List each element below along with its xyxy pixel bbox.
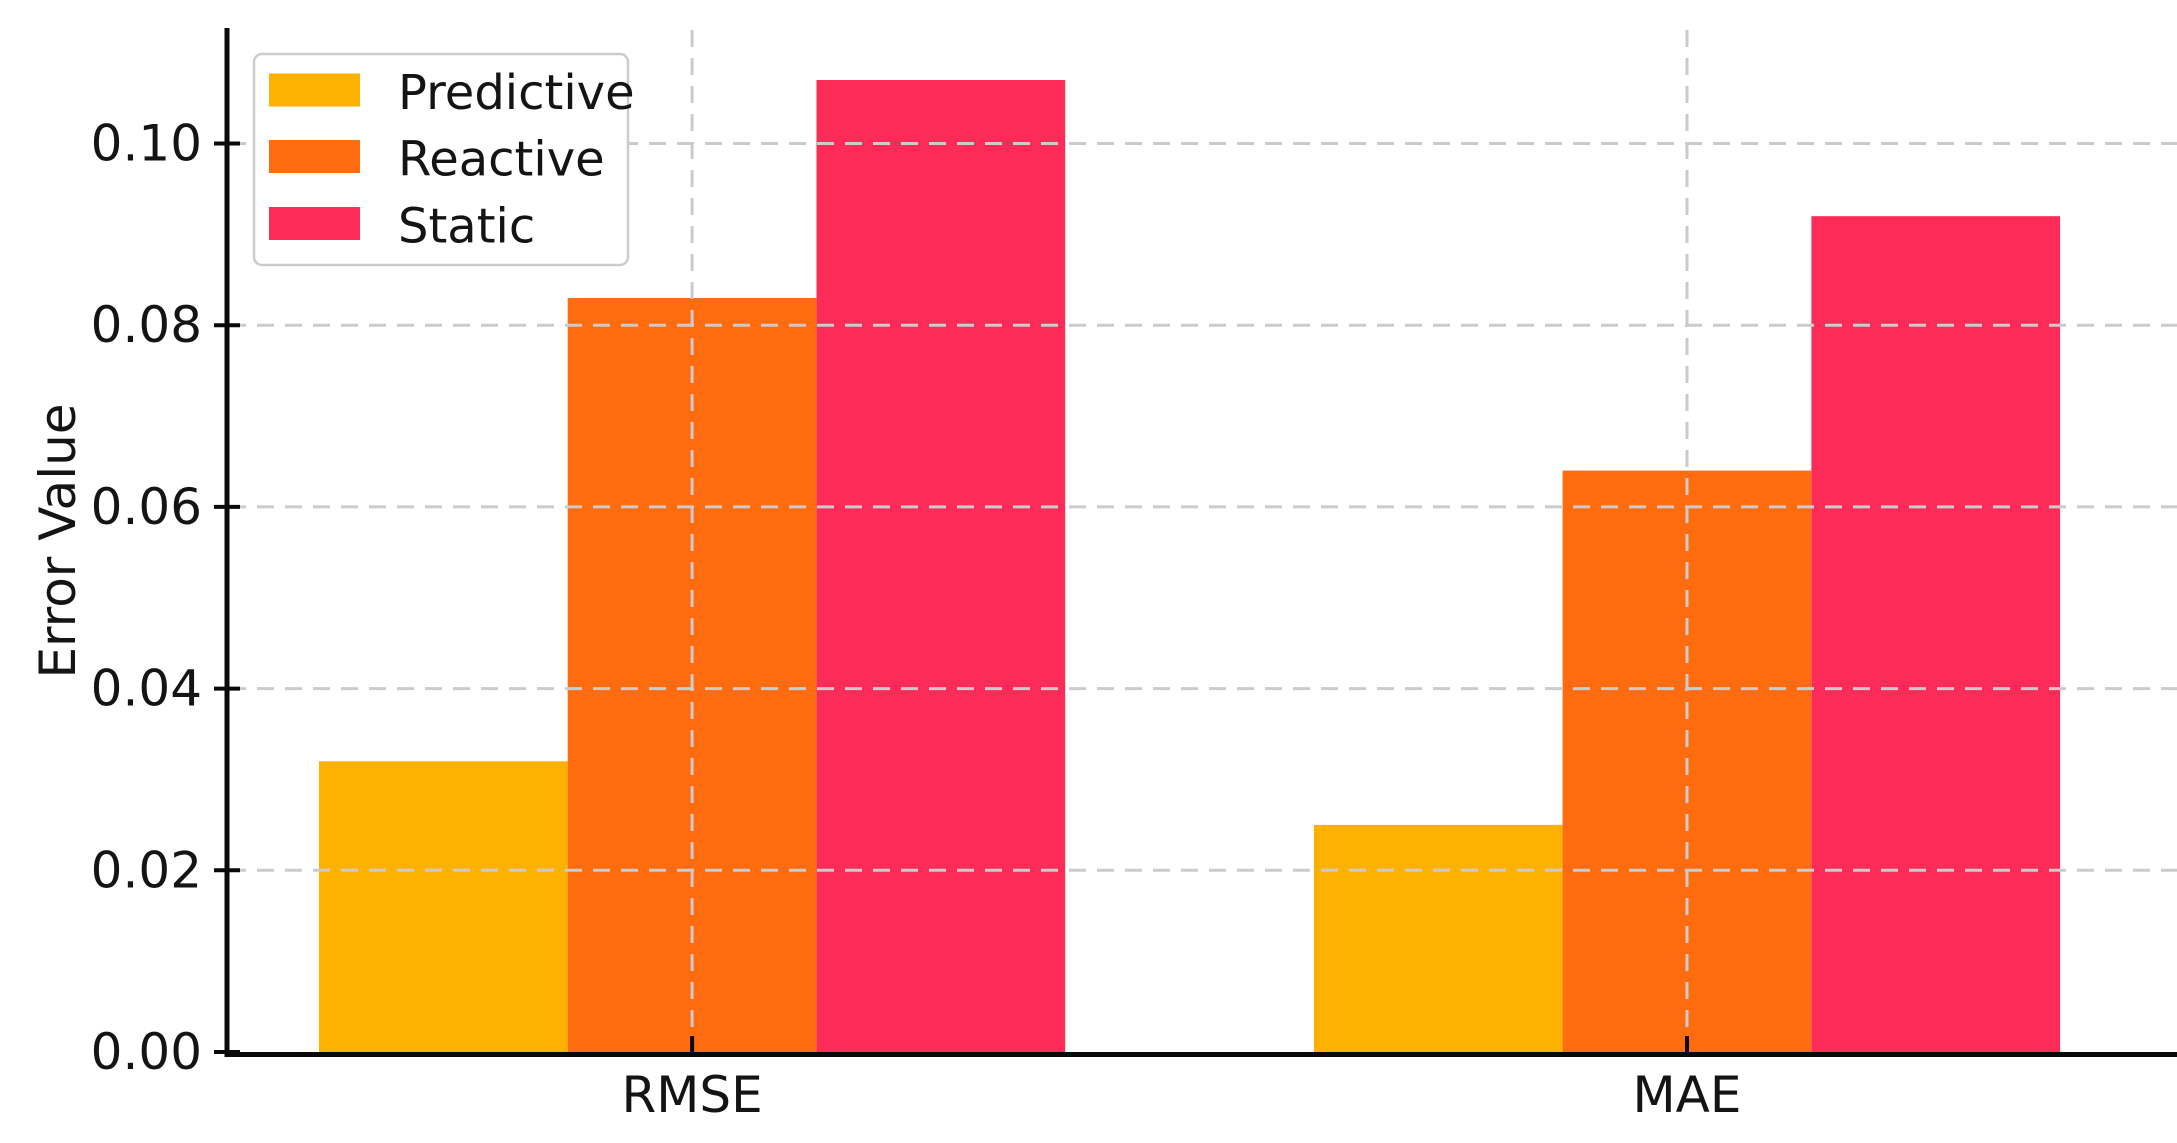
y-axis-spine bbox=[224, 28, 230, 1057]
y-tick-label-0.08: 0.08 bbox=[91, 296, 202, 354]
x-tick-label-rmse: RMSE bbox=[621, 1066, 762, 1124]
bar-predictive-rmse bbox=[319, 761, 568, 1052]
y-tick-label-0.02: 0.02 bbox=[91, 841, 202, 899]
y-tick-label-0.10: 0.10 bbox=[91, 115, 202, 173]
bar-static-mae bbox=[1811, 216, 2061, 1052]
y-tick-label-0.06: 0.06 bbox=[91, 478, 202, 536]
y-axis-label: Error Value bbox=[29, 403, 87, 678]
bar-predictive-mae bbox=[1313, 824, 1563, 1052]
x-axis-spine bbox=[224, 1052, 2177, 1057]
legend-label-predictive: Predictive bbox=[398, 65, 635, 121]
bar-static-rmse bbox=[816, 80, 1066, 1052]
legend-swatch-predictive bbox=[269, 73, 360, 107]
legend-swatch-reactive bbox=[269, 140, 360, 173]
legend-label-reactive: Reactive bbox=[398, 132, 605, 188]
legend-label-static: Static bbox=[398, 199, 535, 255]
legend-swatch-static bbox=[269, 207, 360, 240]
x-tick-label-mae: MAE bbox=[1633, 1066, 1742, 1124]
y-tick-label-0.04: 0.04 bbox=[91, 660, 202, 718]
y-tick-label-0.00: 0.00 bbox=[91, 1023, 202, 1081]
